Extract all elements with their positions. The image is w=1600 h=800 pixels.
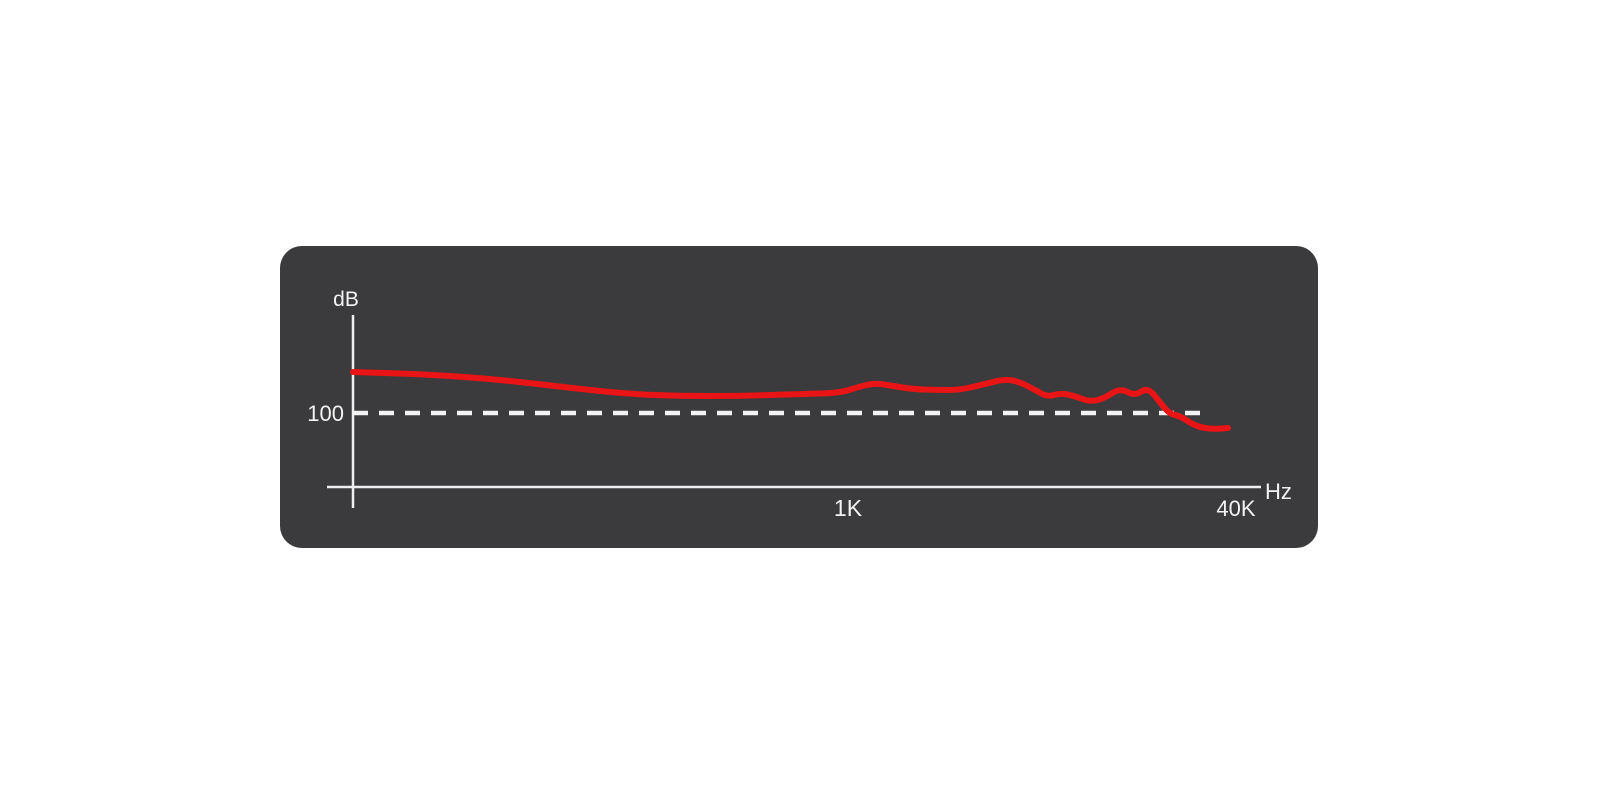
x-tick-label-40k: 40K bbox=[1216, 496, 1255, 521]
frequency-response-curve bbox=[350, 369, 1231, 432]
y-tick-label-100: 100 bbox=[307, 401, 344, 426]
frequency-response-card: dB 100 1K 40K Hz bbox=[280, 246, 1318, 548]
y-axis-unit-label: dB bbox=[333, 288, 359, 311]
x-axis-unit-label: Hz bbox=[1265, 479, 1292, 504]
x-tick-label-1k: 1K bbox=[834, 495, 863, 521]
frequency-response-chart: dB 100 1K 40K Hz bbox=[307, 288, 1292, 521]
